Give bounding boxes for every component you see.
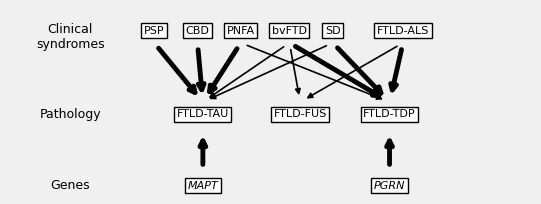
Text: FTLD-TAU: FTLD-TAU — [177, 109, 229, 119]
Text: bvFTD: bvFTD — [272, 26, 307, 36]
Text: PSP: PSP — [144, 26, 164, 36]
Text: FTLD-TDP: FTLD-TDP — [363, 109, 416, 119]
Text: MAPT: MAPT — [188, 181, 218, 191]
Text: Clinical
syndromes: Clinical syndromes — [36, 23, 104, 51]
Text: FTLD-FUS: FTLD-FUS — [274, 109, 327, 119]
Text: Genes: Genes — [50, 179, 90, 192]
Text: PGRN: PGRN — [374, 181, 405, 191]
Text: SD: SD — [325, 26, 340, 36]
Text: Pathology: Pathology — [39, 108, 101, 121]
Text: CBD: CBD — [186, 26, 209, 36]
Text: PNFA: PNFA — [227, 26, 255, 36]
Text: FTLD-ALS: FTLD-ALS — [377, 26, 429, 36]
